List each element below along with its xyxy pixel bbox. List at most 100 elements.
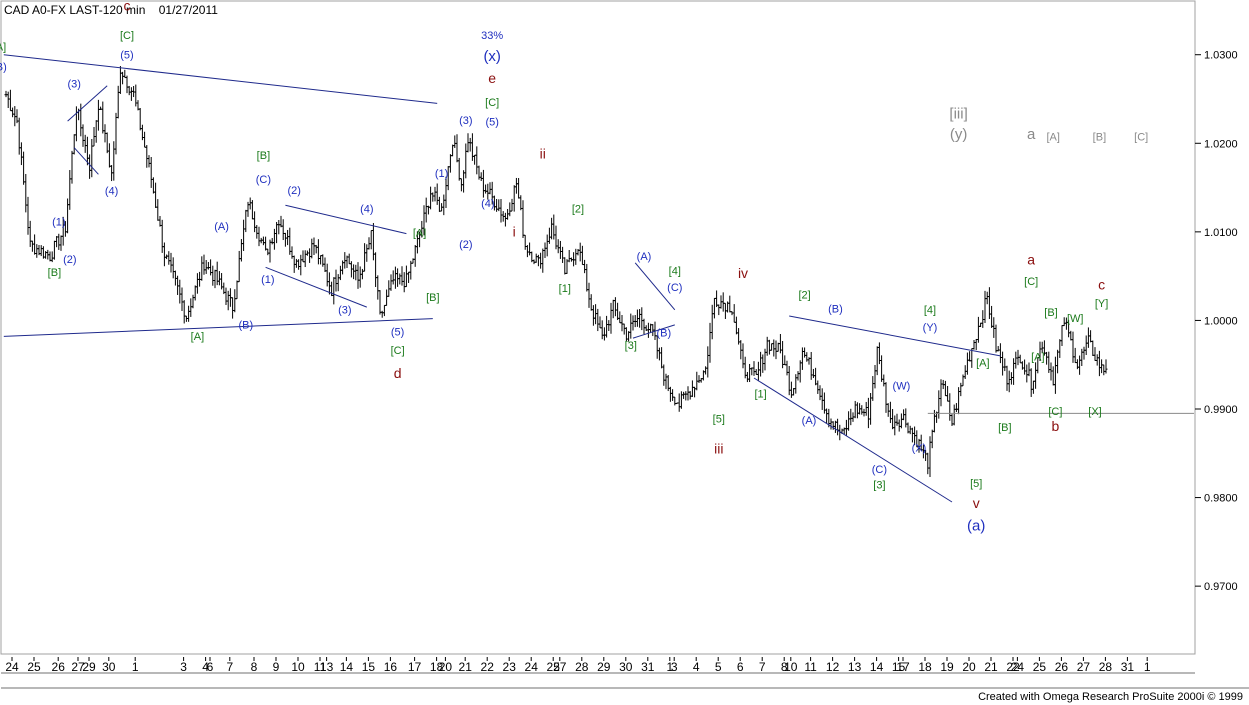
ohlc-bar: [818, 385, 822, 401]
ohlc-bar: [638, 309, 642, 328]
ohlc-bar: [70, 150, 74, 184]
x-tick-label: 8: [251, 660, 258, 674]
ohlc-bar: [182, 300, 186, 324]
ohlc-bar: [662, 364, 666, 386]
wave-label: v: [973, 495, 980, 511]
wave-label: (X): [912, 443, 927, 455]
ohlc-bar: [114, 112, 118, 155]
wave-label: iv: [738, 265, 748, 281]
ohlc-bar: [391, 270, 395, 285]
ohlc-bar: [946, 385, 950, 402]
ohlc-bar: [789, 381, 793, 398]
ohlc-bar: [811, 368, 815, 379]
ohlc-bar: [431, 192, 435, 202]
ohlc-bar: [1023, 359, 1027, 375]
ohlc-bar: [275, 221, 279, 244]
x-tick-label: 25: [547, 660, 561, 674]
ohlc-bar: [671, 389, 675, 401]
x-tick-label: 14: [340, 660, 354, 674]
ohlc-bar: [583, 259, 587, 274]
ohlc-bar: [684, 391, 688, 401]
wave-label: (2): [63, 254, 76, 266]
ohlc-bar: [697, 375, 701, 383]
ohlc-bar: [235, 280, 239, 300]
ohlc-bar: [66, 198, 70, 234]
ohlc-bar: [708, 322, 712, 363]
wave-label: (C): [667, 282, 682, 294]
chart-title: CAD A0-FX LAST-120 min 01/27/2011: [4, 3, 218, 17]
trendline: [3, 318, 433, 337]
ohlc-bar: [169, 252, 173, 273]
ohlc-bar: [444, 176, 448, 209]
ohlc-bar: [794, 374, 798, 394]
price-bars: [4, 66, 1108, 478]
ohlc-bar: [217, 271, 221, 286]
ohlc-bar: [365, 244, 369, 262]
ohlc-bar: [224, 287, 228, 306]
ohlc-bar: [121, 71, 125, 85]
ohlc-bar: [112, 141, 116, 181]
ohlc-bar: [479, 172, 483, 182]
x-tick-label: 7: [226, 660, 233, 674]
x-tick-label: 11: [314, 660, 327, 674]
ohlc-bar: [1100, 359, 1104, 374]
wave-label: [A]: [191, 331, 204, 343]
ohlc-bar: [314, 244, 318, 254]
ohlc-bar: [545, 234, 549, 257]
ohlc-bar: [297, 259, 301, 270]
x-tick-label: 10: [291, 660, 305, 674]
ohlc-bar: [1086, 327, 1090, 348]
ohlc-bar: [715, 290, 719, 308]
x-tick-label: 15: [362, 660, 376, 674]
ohlc-bar: [288, 227, 292, 255]
ohlc-bar: [319, 255, 323, 265]
ohlc-bar: [303, 250, 307, 268]
ohlc-bar: [244, 209, 248, 233]
x-tick-label: 22: [481, 660, 495, 674]
ohlc-bar: [732, 304, 736, 323]
ohlc-bar: [1071, 331, 1075, 363]
x-tick-label: 28: [1099, 660, 1113, 674]
x-tick-label: 19: [940, 660, 954, 674]
ohlc-bar: [609, 302, 613, 334]
ohlc-bar: [376, 275, 380, 300]
ohlc-bar: [508, 202, 512, 217]
x-tick-label: 4: [693, 660, 700, 674]
ohlc-bar: [160, 219, 164, 253]
ohlc-bar: [712, 297, 716, 319]
ohlc-bar: [1084, 335, 1088, 356]
ohlc-bar: [600, 320, 604, 340]
ohlc-bar: [268, 239, 272, 263]
ohlc-bar: [567, 249, 571, 263]
ohlc-bar: [442, 194, 446, 216]
ohlc-bar: [1007, 370, 1011, 393]
wave-label: (a): [967, 517, 985, 534]
ohlc-bar: [706, 346, 710, 378]
ohlc-bar: [28, 220, 32, 247]
ohlc-bar: [899, 413, 903, 429]
ohlc-bar: [803, 347, 807, 358]
ohlc-bar: [514, 177, 518, 194]
ohlc-bar: [178, 279, 182, 304]
ohlc-bar: [123, 69, 127, 79]
ohlc-bar: [6, 91, 10, 109]
x-tick-label: 25: [1033, 660, 1047, 674]
wave-label: a: [1027, 126, 1036, 143]
ohlc-bar: [1073, 347, 1077, 364]
ohlc-bar: [396, 268, 400, 287]
ohlc-bar: [873, 364, 877, 389]
ohlc-bar: [561, 246, 565, 263]
wave-label: (2): [287, 185, 300, 197]
wave-label: [C]: [391, 345, 405, 357]
ohlc-bar: [195, 273, 199, 294]
wave-label: c: [1098, 276, 1105, 292]
wave-label: [C]: [1134, 132, 1148, 144]
ohlc-bar: [193, 285, 197, 301]
wave-label: (C): [256, 174, 271, 186]
ohlc-bar: [165, 254, 169, 260]
ohlc-bar: [510, 198, 514, 212]
ohlc-bar: [886, 403, 890, 417]
ohlc-bar: [809, 351, 813, 380]
ohlc-bar: [255, 224, 259, 239]
